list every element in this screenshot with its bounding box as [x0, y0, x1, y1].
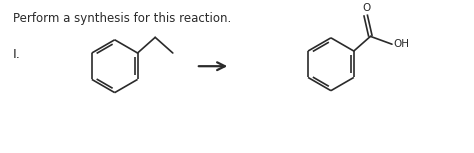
Text: I.: I.: [13, 48, 21, 61]
Text: OH: OH: [393, 39, 409, 49]
Text: O: O: [363, 3, 371, 13]
Text: Perform a synthesis for this reaction.: Perform a synthesis for this reaction.: [13, 12, 231, 25]
